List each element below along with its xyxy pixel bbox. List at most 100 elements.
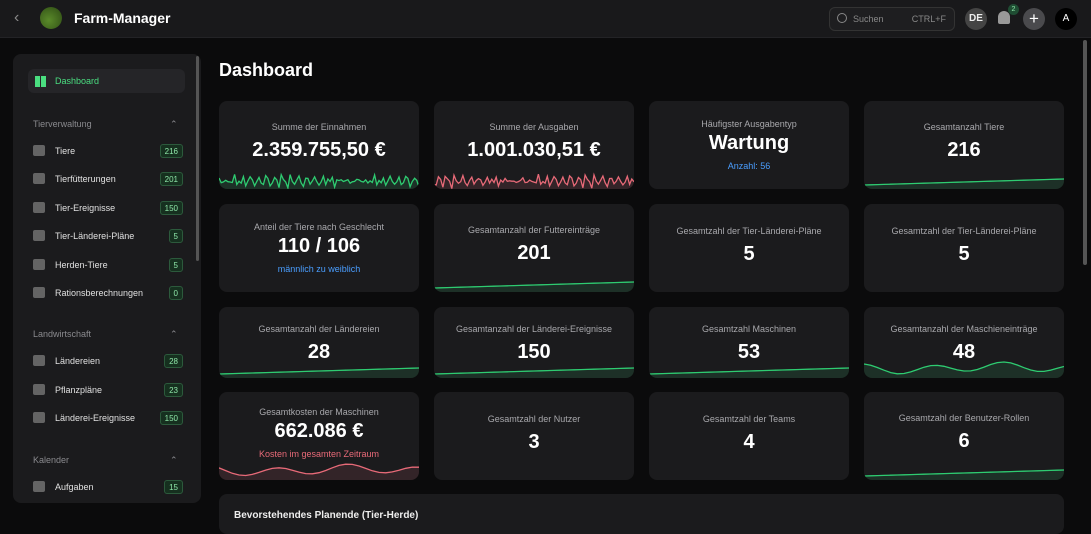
bell-icon[interactable] xyxy=(998,11,1010,24)
farm-logo-icon xyxy=(40,7,62,29)
sidebar: Dashboard Tierverwaltung ⌃ Tiere 216 Tierfüt… xyxy=(13,54,201,503)
card-value: 216 xyxy=(947,139,981,161)
app-title: Farm-Manager xyxy=(74,10,171,26)
count-badge: 28 xyxy=(164,354,183,369)
card-value: 1.001.030,51 € xyxy=(467,139,601,161)
sprout-icon xyxy=(33,383,45,395)
card-title: Anteil der Tiere nach Geschlecht xyxy=(253,222,385,232)
card-title: Summe der Einnahmen xyxy=(271,122,367,132)
sidebar-section-kalender[interactable]: Kalender ⌃ xyxy=(33,455,178,465)
stat-card[interactable]: Summe der Ausgaben 1.001.030,51 € xyxy=(434,101,634,189)
count-badge: 0 xyxy=(168,286,183,300)
sidebar-item-1[interactable]: Tierfütterungen 201 xyxy=(33,169,183,189)
sidebar-item-label: Pflanzpläne xyxy=(55,384,103,395)
sidebar-section-tierverwaltung[interactable]: Tierverwaltung ⌃ xyxy=(33,119,178,129)
sparkline xyxy=(434,172,634,189)
sidebar-item-label: Herden-Tiere xyxy=(55,259,108,270)
card-subtitle: männlich zu weiblich xyxy=(277,264,361,274)
stat-card[interactable]: Gesamtanzahl der Futtereinträge 201 xyxy=(434,204,634,292)
language-button[interactable]: DE xyxy=(965,8,987,30)
chevron-up-icon[interactable]: ⌃ xyxy=(170,454,178,465)
sidebar-item-label: Dashboard xyxy=(55,76,100,86)
card-value: 110 / 106 xyxy=(277,235,361,257)
sidebar-item-5[interactable]: Rationsberechnungen 0 xyxy=(33,283,183,303)
card-value: Wartung xyxy=(708,132,790,154)
card-title: Gesamtkosten der Maschinen xyxy=(259,407,379,417)
sidebar-item-2[interactable]: Länderei-Ereignisse 150 xyxy=(33,408,183,428)
card-value: 2.359.755,50 € xyxy=(252,139,386,161)
sidebar-item-label: Ländereien xyxy=(55,356,101,367)
cow-icon xyxy=(33,145,45,156)
sidebar-item-label: Tier-Länderei-Pläne xyxy=(55,231,135,242)
stat-card[interactable]: Gesamtanzahl Tiere 216 xyxy=(864,101,1064,189)
check-circle-icon xyxy=(33,480,45,492)
top-bar: ‹ Farm-Manager Suchen CTRL+F DE 2 + A xyxy=(0,0,1091,38)
search-placeholder: Suchen xyxy=(853,14,884,24)
upcoming-plan-end-panel: Bevorstehendes Planende (Tier-Herde) xyxy=(219,494,1064,534)
count-badge: 23 xyxy=(164,382,183,397)
count-badge: 150 xyxy=(159,200,183,215)
chevron-up-icon[interactable]: ⌃ xyxy=(170,329,178,340)
sidebar-scrollbar[interactable] xyxy=(196,56,199,261)
notification-badge: 2 xyxy=(1008,4,1019,15)
sparkline xyxy=(864,178,1064,189)
card-title: Gesamtzahl der Benutzer-Rollen xyxy=(898,413,1030,423)
sidebar-section-landwirtschaft[interactable]: Landwirtschaft ⌃ xyxy=(33,329,178,339)
count-badge: 150 xyxy=(159,411,183,426)
dashboard-icon xyxy=(35,76,46,87)
card-value: 662.086 € xyxy=(274,420,364,442)
sidebar-item-0[interactable]: Aufgaben 15 xyxy=(33,477,183,497)
section-title: Tierverwaltung xyxy=(33,119,92,129)
stat-card[interactable]: Gesamtkosten der Maschinen 662.086 € Kost… xyxy=(219,392,419,480)
count-badge: 216 xyxy=(159,144,183,158)
avatar[interactable]: A xyxy=(1055,8,1077,30)
stat-card[interactable]: Gesamtzahl der Tier-Länderei-Pläne 5 xyxy=(649,204,849,292)
stat-card[interactable]: Häufigster Ausgabentyp Wartung Anzahl: 56 xyxy=(649,101,849,189)
back-chevron-icon[interactable]: ‹ xyxy=(14,9,20,26)
page-scrollbar[interactable] xyxy=(1083,40,1087,265)
count-badge: 15 xyxy=(164,479,183,494)
card-value: 5 xyxy=(743,243,755,265)
stat-card[interactable]: Gesamtzahl der Teams 4 xyxy=(649,392,849,480)
chevron-up-icon[interactable]: ⌃ xyxy=(170,119,178,129)
stat-card[interactable]: Gesamtanzahl der Ländereien 28 xyxy=(219,307,419,378)
card-title: Gesamtanzahl Tiere xyxy=(923,122,1005,132)
card-title: Gesamtanzahl der Futtereinträge xyxy=(467,225,601,235)
stat-card[interactable]: Summe der Einnahmen 2.359.755,50 € xyxy=(219,101,419,189)
calculator-icon xyxy=(33,287,45,298)
stat-card[interactable]: Gesamtanzahl der Maschieneinträge 48 xyxy=(864,307,1064,378)
search-shortcut: CTRL+F xyxy=(911,14,946,24)
stat-card[interactable]: Gesamtzahl der Tier-Länderei-Pläne 5 xyxy=(864,204,1064,292)
field-event-icon xyxy=(33,412,45,424)
stat-card[interactable]: Gesamtzahl der Nutzer 3 xyxy=(434,392,634,480)
sparkline xyxy=(219,463,419,480)
add-button[interactable]: + xyxy=(1023,8,1045,30)
stat-card[interactable]: Anteil der Tiere nach Geschlecht 110 / 1… xyxy=(219,204,419,292)
search-input[interactable]: Suchen CTRL+F xyxy=(829,7,955,31)
sidebar-item-1[interactable]: Pflanzpläne 23 xyxy=(33,380,183,400)
search-icon xyxy=(837,13,847,23)
count-badge: 201 xyxy=(159,172,183,187)
sparkline xyxy=(649,367,849,378)
card-value: 48 xyxy=(952,341,976,363)
card-title: Gesamtanzahl der Ländereien xyxy=(258,324,380,334)
card-value: 201 xyxy=(517,242,551,264)
sidebar-item-2[interactable]: Tier-Ereignisse 150 xyxy=(33,198,183,218)
stat-card[interactable]: Gesamtzahl der Benutzer-Rollen 6 xyxy=(864,392,1064,480)
page-title: Dashboard xyxy=(219,60,314,80)
card-subtitle: Kosten im gesamten Zeitraum xyxy=(258,449,380,459)
stat-card[interactable]: Gesamtanzahl der Länderei-Ereignisse 150 xyxy=(434,307,634,378)
sidebar-item-3[interactable]: Tier-Länderei-Pläne 5 xyxy=(33,226,183,246)
sidebar-item-4[interactable]: Herden-Tiere 5 xyxy=(33,255,183,275)
card-value: 3 xyxy=(528,431,540,453)
sidebar-item-label: Tier-Ereignisse xyxy=(55,202,116,213)
sidebar-item-0[interactable]: Tiere 216 xyxy=(33,141,183,161)
stat-card[interactable]: Gesamtzahl Maschinen 53 xyxy=(649,307,849,378)
card-value: 28 xyxy=(307,341,331,363)
card-value: 53 xyxy=(737,341,761,363)
card-title: Summe der Ausgaben xyxy=(489,122,579,132)
sidebar-item-0[interactable]: Ländereien 28 xyxy=(33,351,183,371)
sparkline xyxy=(219,367,419,378)
sparkline xyxy=(864,469,1064,480)
sidebar-item-dashboard[interactable]: Dashboard xyxy=(28,69,185,93)
